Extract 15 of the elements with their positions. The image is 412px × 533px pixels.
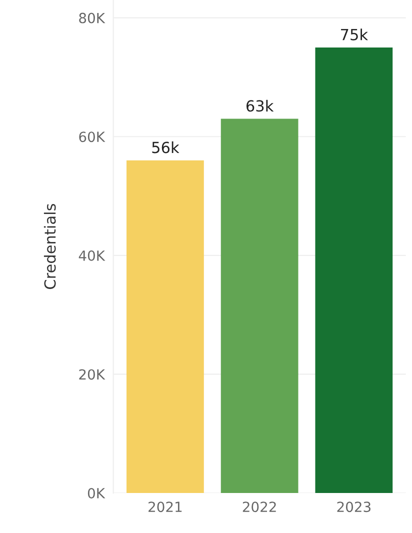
y-tick-label: 0K xyxy=(88,488,106,498)
y-tick-label: 20K xyxy=(79,369,106,380)
y-tick-label: 80K xyxy=(79,12,106,24)
bar xyxy=(315,48,393,494)
x-tick-label: 2022 xyxy=(242,502,276,512)
y-axis-title: Credentials xyxy=(44,204,56,289)
y-tick-label: 60K xyxy=(79,132,106,142)
x-tick-label: 2023 xyxy=(337,502,370,512)
data-label: 63k xyxy=(246,100,274,112)
data-label: 75k xyxy=(341,28,368,40)
data-label: 56k xyxy=(152,141,180,154)
bar xyxy=(126,160,204,494)
y-tick-label: 40K xyxy=(78,250,106,261)
x-tick-label: 2021 xyxy=(148,502,182,512)
bar xyxy=(220,118,298,494)
